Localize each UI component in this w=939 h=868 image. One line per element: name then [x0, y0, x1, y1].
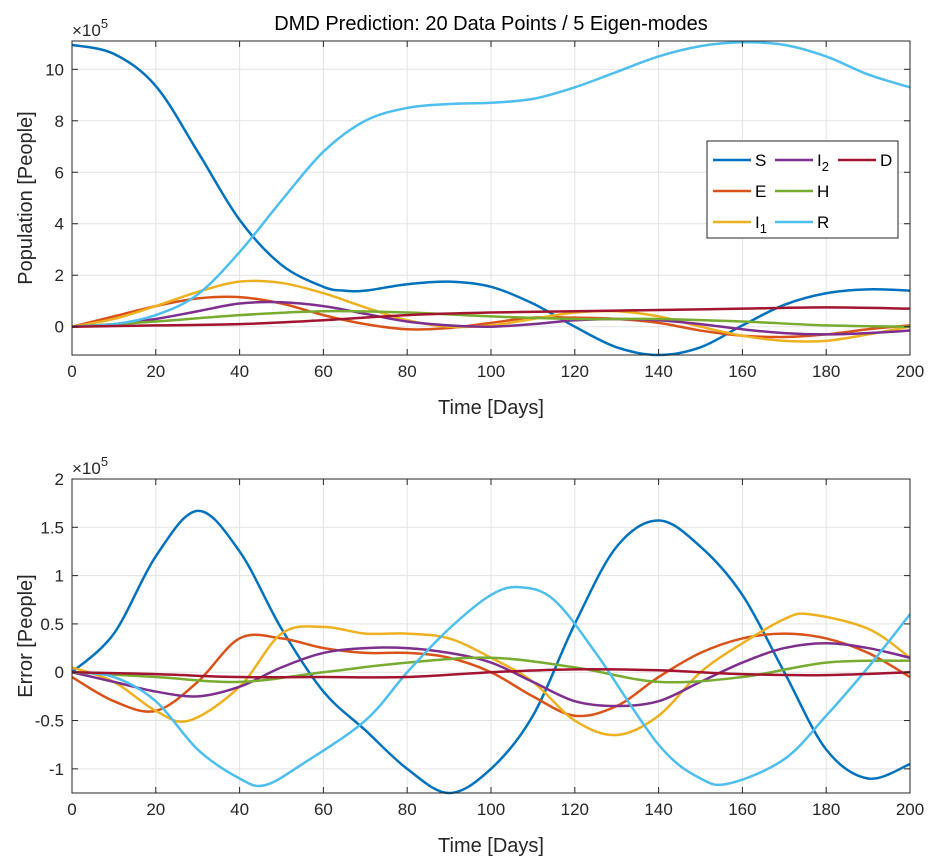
legend-label-i1: I1: [755, 213, 767, 236]
x-axis-label: Time [Days]: [438, 835, 544, 857]
x-tick-label: 140: [644, 800, 672, 819]
legend-item-e: E: [713, 182, 766, 201]
y-axis-label: Error [People]: [15, 574, 37, 697]
legend-label-r: R: [817, 213, 829, 232]
y-scale-exponent: ×105: [72, 454, 108, 478]
y-tick-label: 2: [55, 470, 64, 489]
series-line-e: [71, 295, 911, 339]
series-line-d: [71, 667, 911, 679]
legend-label-h: H: [817, 182, 829, 201]
x-tick-label: 140: [644, 362, 672, 381]
y-tick-label: 1: [55, 567, 64, 586]
grid: [71, 478, 911, 793]
y-tick-label: 10: [45, 60, 64, 79]
legend-label-e: E: [755, 182, 766, 201]
x-tick-label: 40: [230, 362, 249, 381]
legend-box: [706, 140, 899, 239]
y-tick-label: 8: [55, 112, 64, 131]
y-tick-label: 4: [55, 215, 64, 234]
series-line-h: [71, 656, 911, 684]
x-tick-label: 20: [146, 800, 165, 819]
x-tick-label: 80: [398, 800, 417, 819]
x-tick-label: 0: [67, 362, 76, 381]
population-chart: DMD Prediction: 20 Data Points / 5 Eigen…: [15, 13, 924, 419]
legend-item-s: S: [713, 151, 766, 170]
series-line-i1: [71, 279, 911, 343]
series-line-s: [71, 509, 911, 795]
legend-item-r: R: [775, 213, 829, 232]
x-tick-label: 120: [561, 362, 589, 381]
y-scale-exponent: ×105: [72, 16, 108, 40]
ticks: 0 20 40 60 80 100 120 140 160 180 200 -1 -0.5 0 0.5 1 1.…: [35, 470, 924, 819]
x-tick-label: 60: [314, 800, 333, 819]
y-tick-label: 0.5: [40, 615, 64, 634]
x-tick-label: 100: [477, 800, 505, 819]
legend: S E I1 I2 H R: [706, 140, 899, 239]
x-tick-label: 20: [146, 362, 165, 381]
series-line-s: [71, 43, 911, 357]
chart-title: DMD Prediction: 20 Data Points / 5 Eigen…: [274, 13, 708, 35]
x-tick-label: 200: [896, 800, 924, 819]
legend-item-d: D: [838, 151, 892, 170]
x-tick-label: 80: [398, 362, 417, 381]
series-lines: [71, 40, 911, 357]
legend-item-i1: I1: [713, 213, 767, 236]
x-tick-label: 0: [67, 800, 76, 819]
series-line-d: [71, 306, 911, 328]
series-line-r: [71, 585, 911, 788]
x-tick-label: 60: [314, 362, 333, 381]
x-tick-label: 120: [561, 800, 589, 819]
series-line-i2: [71, 642, 911, 708]
x-tick-label: 40: [230, 800, 249, 819]
series-lines: [71, 509, 911, 795]
y-tick-label: 6: [55, 163, 64, 182]
y-tick-label: 0: [55, 663, 64, 682]
legend-label-i2: I2: [817, 151, 829, 174]
y-tick-label: 0: [55, 318, 64, 337]
legend-label-s: S: [755, 151, 766, 170]
y-tick-label: 2: [55, 266, 64, 285]
series-line-r: [71, 40, 911, 328]
x-axis-label: Time [Days]: [438, 397, 544, 419]
y-tick-label: -0.5: [35, 712, 64, 731]
x-tick-label: 180: [812, 362, 840, 381]
legend-item-i2: I2: [775, 151, 829, 174]
series-line-h: [71, 309, 911, 328]
y-tick-label: -1: [49, 760, 64, 779]
x-tick-label: 160: [728, 800, 756, 819]
y-tick-label: 1.5: [40, 518, 64, 537]
x-tick-label: 200: [896, 362, 924, 381]
x-tick-label: 100: [477, 362, 505, 381]
x-tick-label: 160: [728, 362, 756, 381]
ticks: 0 20 40 60 80 100 120 140 160 180 200 0 2 4 6 8 10: [45, 41, 924, 381]
error-chart: 0 20 40 60 80 100 120 140 160 180 200 -1 -0.5 0 0.5 1 1.…: [15, 454, 924, 857]
legend-label-d: D: [880, 151, 892, 170]
series-line-i2: [71, 300, 911, 336]
legend-item-h: H: [775, 182, 829, 201]
y-axis-label: Population [People]: [15, 111, 37, 284]
x-tick-label: 180: [812, 800, 840, 819]
